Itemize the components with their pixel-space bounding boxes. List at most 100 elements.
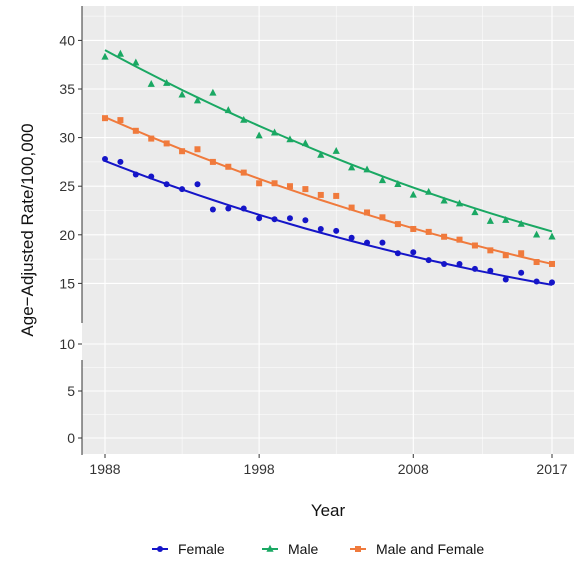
legend-item: Male and Female — [350, 541, 484, 557]
data-point-female — [487, 267, 494, 274]
data-point-male-and-female — [364, 209, 371, 216]
fit-line-male — [104, 49, 553, 233]
data-point-female — [132, 171, 139, 178]
y-tick-label: 40 — [59, 32, 75, 48]
data-point-female — [471, 265, 478, 272]
data-points — [101, 49, 556, 286]
y-tick-label: 0 — [67, 430, 75, 446]
y-tick-label: 20 — [59, 227, 75, 243]
data-point-male — [286, 135, 294, 143]
y-tick-label: 25 — [59, 178, 75, 194]
data-point-male-and-female — [271, 180, 278, 187]
y-tick-label: 10 — [59, 336, 75, 352]
data-point-female — [518, 269, 525, 276]
x-axis-title: Year — [311, 501, 346, 520]
y-tick-label: 5 — [67, 383, 75, 399]
data-point-male-and-female — [333, 192, 340, 199]
legend: Female Male Male and Female — [152, 541, 484, 557]
data-point-female — [533, 278, 540, 285]
gridlines — [82, 6, 574, 454]
data-point-male — [378, 176, 387, 184]
data-point-male-and-female — [194, 146, 201, 153]
data-point-male — [425, 187, 433, 195]
data-point-male — [409, 190, 417, 198]
data-point-female — [102, 155, 108, 162]
data-point-male-and-female — [487, 247, 494, 254]
panel-background — [82, 6, 574, 454]
y-tick-label: 35 — [59, 81, 75, 97]
x-tick-label: 2008 — [398, 461, 429, 477]
data-point-male — [163, 78, 171, 86]
data-point-female — [148, 173, 155, 180]
data-point-female — [394, 250, 401, 257]
data-point-female — [333, 227, 340, 234]
data-point-male-and-female — [179, 148, 186, 155]
data-point-male-and-female — [148, 135, 155, 142]
data-point-male — [255, 131, 263, 139]
x-tick-label: 1988 — [89, 461, 120, 477]
data-point-male-and-female — [117, 117, 124, 124]
legend-label: Male — [288, 541, 319, 557]
data-point-male — [193, 96, 202, 104]
data-point-female — [209, 206, 216, 213]
data-point-male — [363, 165, 371, 173]
data-point-female — [194, 181, 201, 188]
data-point-female — [225, 205, 232, 212]
data-point-male — [209, 88, 217, 96]
data-point-male-and-female — [317, 191, 324, 198]
data-point-female — [179, 186, 186, 193]
data-point-male — [147, 79, 155, 87]
data-point-male — [301, 139, 309, 147]
x-axis-ticks: 1988 1998 2008 2017 — [89, 454, 568, 477]
data-point-male — [471, 208, 479, 216]
data-point-male-and-female — [471, 242, 478, 249]
data-point-female — [364, 239, 371, 246]
data-point-male — [517, 219, 525, 227]
legend-label: Male and Female — [376, 541, 484, 557]
data-point-male-and-female — [302, 186, 309, 193]
data-point-female — [240, 205, 247, 212]
data-point-male — [317, 150, 325, 158]
data-point-male — [532, 230, 541, 238]
data-point-female — [441, 260, 448, 267]
data-point-female — [456, 260, 463, 267]
data-point-female — [549, 279, 555, 286]
data-point-male — [502, 216, 510, 223]
x-tick-label: 2017 — [536, 461, 567, 477]
data-point-male-and-female — [518, 250, 525, 257]
data-point-female — [379, 239, 386, 246]
data-point-female — [317, 225, 324, 232]
data-point-male-and-female — [425, 228, 432, 235]
data-point-male — [101, 52, 109, 60]
data-point-male — [132, 58, 140, 66]
data-point-male-and-female — [225, 163, 232, 170]
legend-label: Female — [178, 541, 225, 557]
legend-marker — [355, 546, 361, 552]
legend-marker — [266, 544, 274, 552]
data-point-male-and-female — [410, 225, 417, 232]
data-point-female — [256, 215, 263, 222]
data-point-male-and-female — [102, 115, 108, 122]
data-point-female — [286, 215, 293, 222]
y-axis-title: Age−Adjusted Rate/100,000 — [18, 123, 37, 336]
data-point-male — [224, 106, 232, 114]
data-point-male-and-female — [240, 169, 247, 176]
data-point-male-and-female — [286, 183, 293, 190]
data-point-male-and-female — [256, 180, 263, 187]
data-point-female — [425, 257, 432, 264]
y-tick-label: 15 — [59, 275, 75, 291]
data-point-male — [270, 128, 279, 136]
data-point-female — [348, 234, 355, 241]
data-point-male — [486, 216, 494, 224]
data-point-male — [240, 115, 248, 123]
data-point-male-and-female — [502, 252, 509, 259]
data-point-female — [502, 276, 509, 283]
data-point-female — [117, 158, 124, 165]
data-point-male-and-female — [533, 259, 540, 266]
data-point-male-and-female — [441, 233, 448, 240]
data-point-female — [410, 249, 417, 256]
data-point-male — [394, 180, 402, 187]
legend-item: Male — [262, 541, 319, 557]
data-point-male — [178, 90, 186, 98]
